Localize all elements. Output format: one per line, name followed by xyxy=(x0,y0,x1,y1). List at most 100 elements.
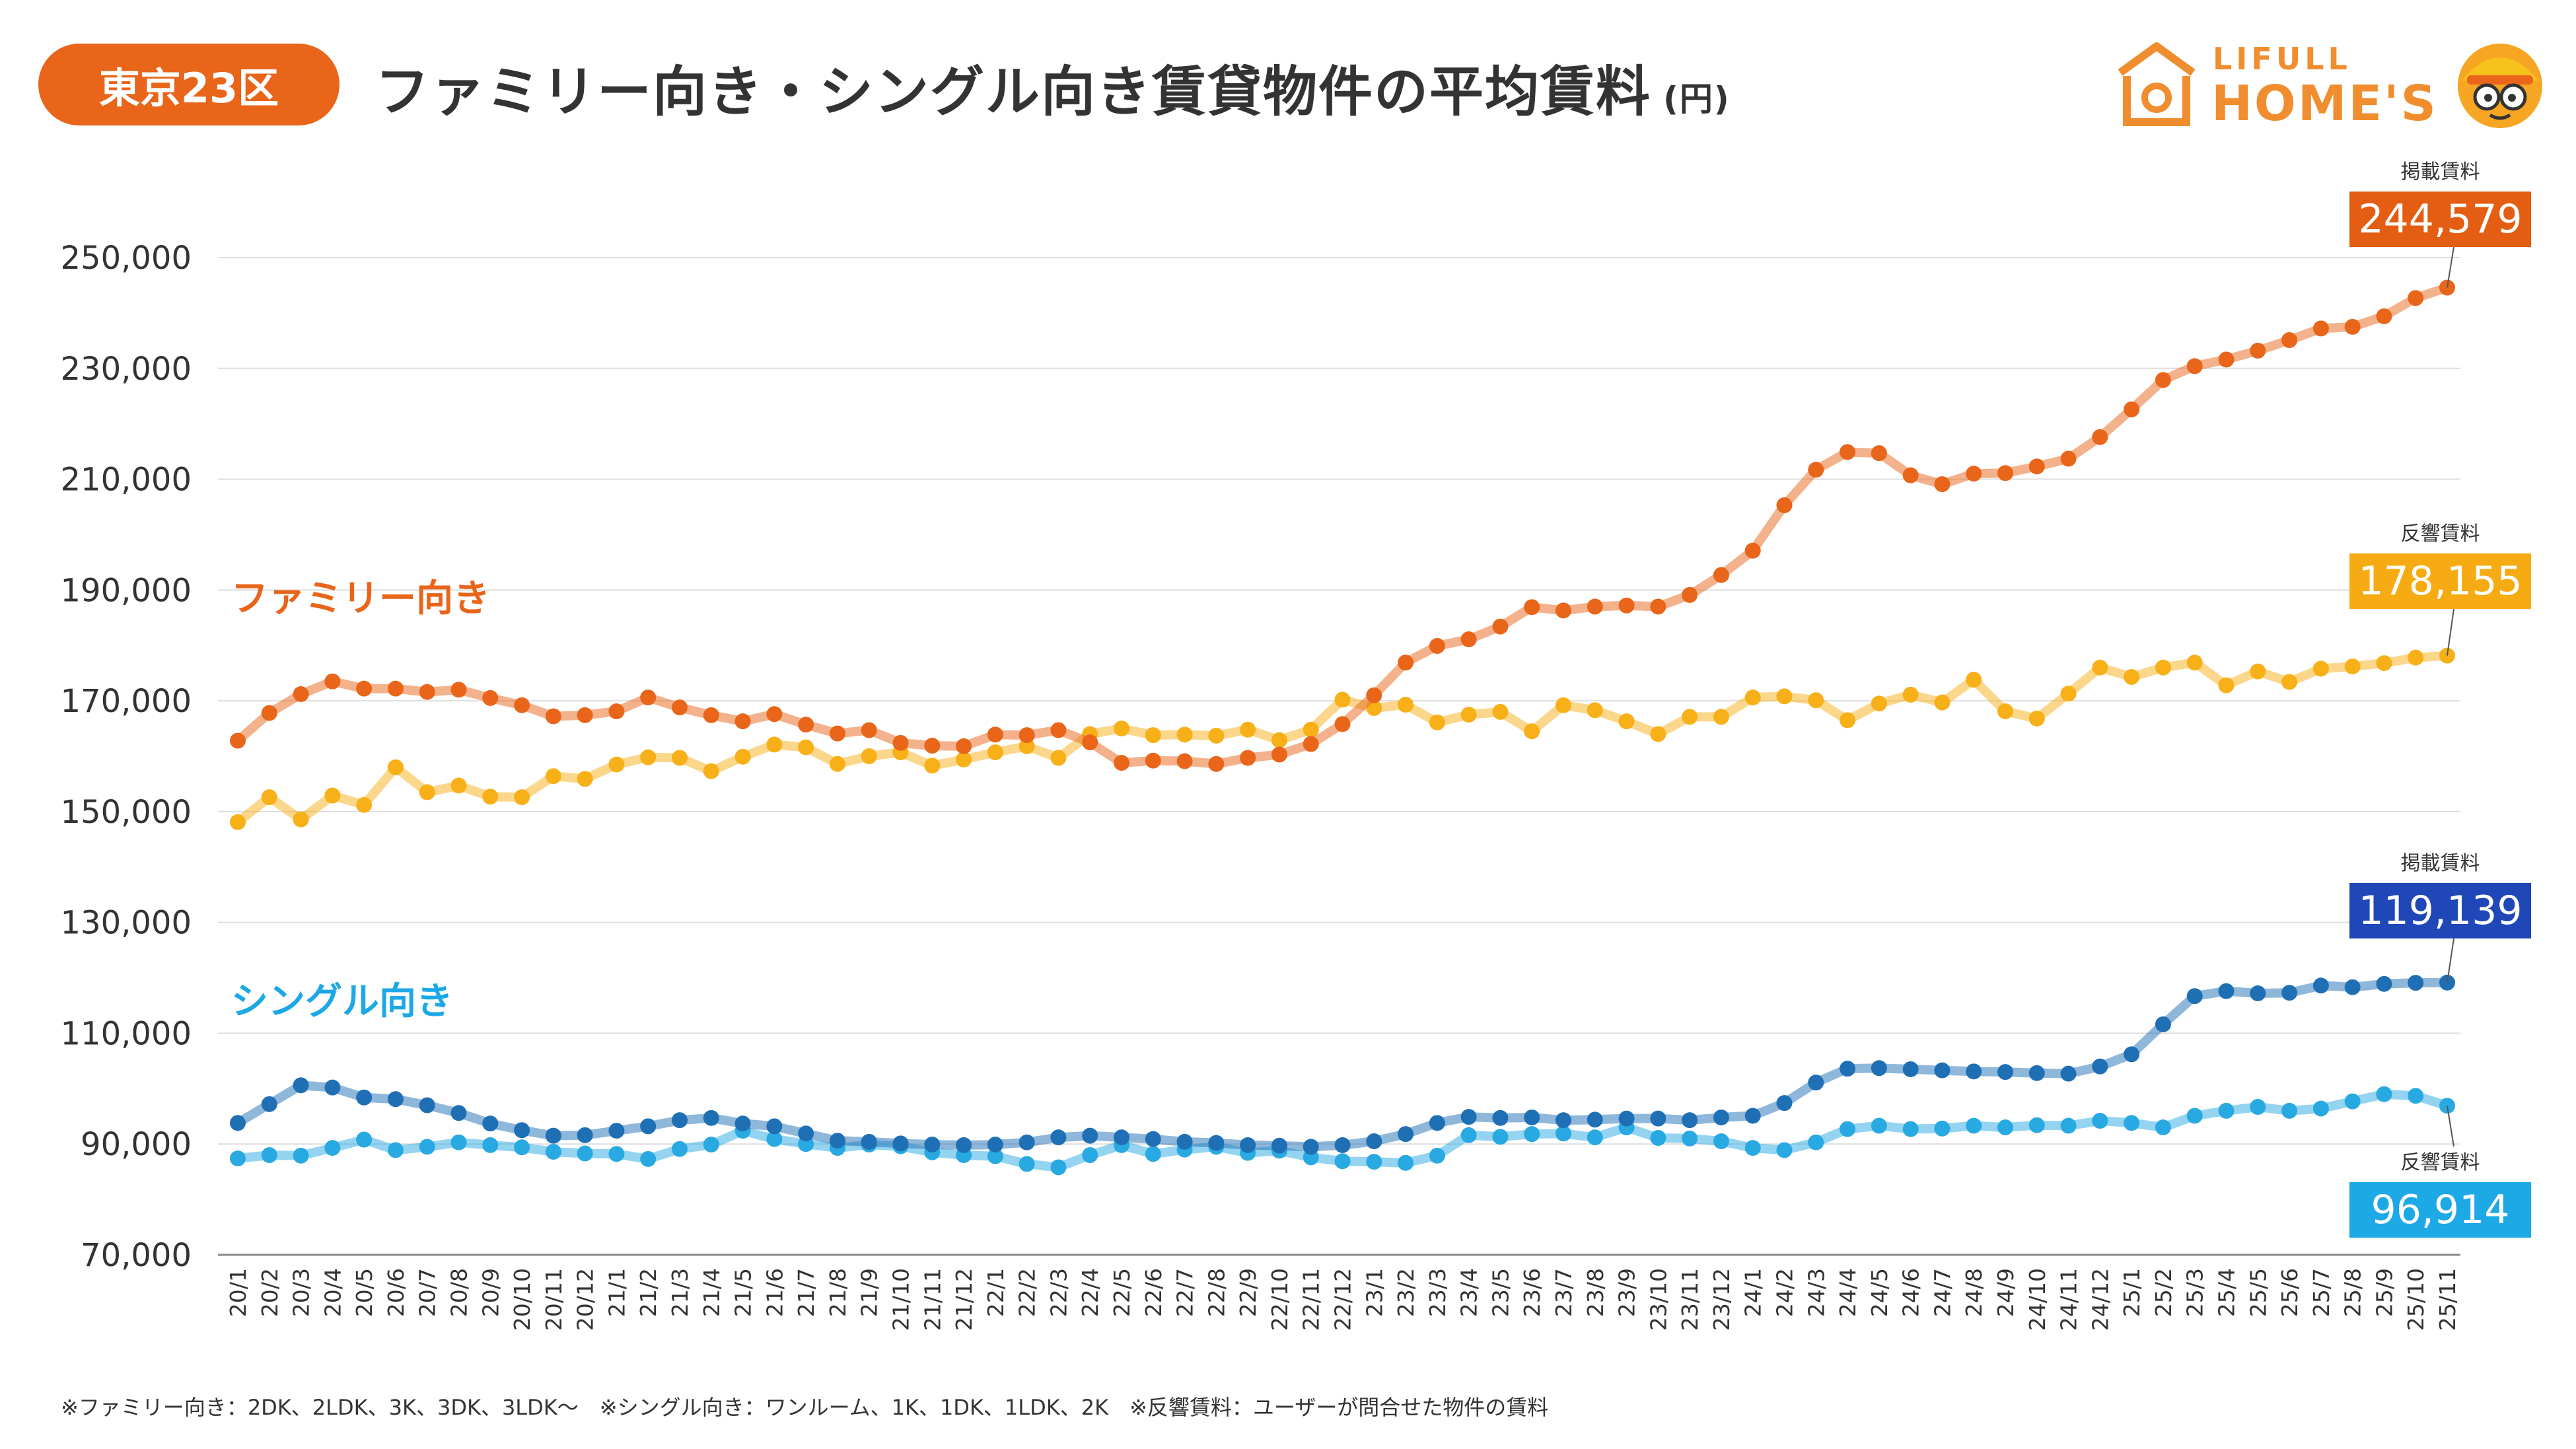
data-point-single_listed xyxy=(956,1137,972,1153)
data-point-family_inquiry xyxy=(1587,702,1603,719)
data-point-family_inquiry xyxy=(1208,727,1225,744)
data-point-single_listed xyxy=(1618,1110,1635,1127)
data-point-family_inquiry xyxy=(2376,655,2392,672)
data-point-family_inquiry xyxy=(387,759,404,775)
data-point-family_listed xyxy=(1808,462,1824,478)
x-tick-label: 24/3 xyxy=(1803,1268,1829,1317)
y-tick-label: 130,000 xyxy=(61,905,192,942)
data-point-single_inquiry xyxy=(2408,1088,2424,1104)
data-point-single_listed xyxy=(2312,977,2329,994)
data-point-single_listed xyxy=(608,1123,625,1139)
data-point-single_listed xyxy=(1145,1131,1161,1147)
data-point-single_listed xyxy=(230,1115,246,1131)
x-tick-label: 20/3 xyxy=(289,1268,314,1317)
data-point-family_inquiry xyxy=(640,749,657,765)
data-point-family_inquiry xyxy=(2060,686,2077,702)
x-tick-label: 24/12 xyxy=(2087,1268,2113,1331)
data-point-single_listed xyxy=(1460,1109,1477,1125)
data-point-single_inquiry xyxy=(387,1142,404,1158)
data-point-single_inquiry xyxy=(1997,1119,2013,1136)
data-point-family_listed xyxy=(1840,444,1856,460)
data-point-single_inquiry xyxy=(1587,1129,1603,1146)
x-tick-label: 20/10 xyxy=(509,1268,535,1331)
data-point-family_listed xyxy=(1240,750,1256,766)
x-tick-label: 20/9 xyxy=(478,1268,503,1317)
x-tick-label: 20/12 xyxy=(573,1268,598,1331)
data-point-single_inquiry xyxy=(640,1150,657,1167)
data-point-family_inquiry xyxy=(703,763,719,779)
x-tick-label: 21/11 xyxy=(919,1268,945,1331)
data-point-family_inquiry xyxy=(230,814,246,830)
data-point-single_listed xyxy=(482,1115,499,1132)
logo-line1: LIFULL xyxy=(2213,41,2351,77)
data-point-family_listed xyxy=(1682,586,1698,603)
series-line-family_inquiry xyxy=(233,651,2452,827)
x-tick-label: 23/6 xyxy=(1519,1268,1545,1317)
badge-box-single_inquiry xyxy=(2349,1182,2531,1238)
data-point-family_inquiry xyxy=(1966,672,1982,688)
data-point-family_listed xyxy=(2408,290,2424,306)
x-tick-label: 23/4 xyxy=(1456,1268,1482,1317)
data-point-family_inquiry xyxy=(1902,686,1919,703)
data-point-single_listed xyxy=(987,1137,1003,1153)
data-point-single_listed xyxy=(261,1096,277,1112)
badge-leader-single_listed xyxy=(2447,938,2454,983)
data-point-single_listed xyxy=(1682,1112,1698,1129)
x-tick-label: 23/3 xyxy=(1425,1268,1450,1317)
data-point-single_inquiry xyxy=(1840,1121,1856,1137)
data-point-single_listed xyxy=(1934,1062,1950,1078)
data-point-single_listed xyxy=(356,1089,373,1106)
data-point-single_listed xyxy=(1650,1110,1666,1127)
data-point-family_listed xyxy=(1366,687,1382,703)
data-point-family_inquiry xyxy=(1176,726,1193,743)
data-point-single_inquiry xyxy=(1019,1156,1035,1172)
data-point-single_listed xyxy=(419,1097,435,1113)
x-tick-label: 22/5 xyxy=(1109,1268,1135,1317)
data-point-single_inquiry xyxy=(1713,1133,1729,1150)
data-point-single_listed xyxy=(1398,1126,1414,1143)
data-point-family_listed xyxy=(514,697,530,713)
data-point-family_inquiry xyxy=(734,748,751,765)
data-point-single_listed xyxy=(1271,1137,1287,1154)
data-point-family_inquiry xyxy=(1776,688,1793,705)
data-point-single_inquiry xyxy=(1429,1147,1445,1164)
data-point-family_listed xyxy=(1871,445,1887,462)
x-tick-label: 20/2 xyxy=(257,1268,283,1317)
data-point-family_inquiry xyxy=(1713,709,1729,725)
badge-value-single_listed: 119,139 xyxy=(2358,888,2522,934)
data-point-single_listed xyxy=(734,1115,751,1132)
x-tick-label: 24/1 xyxy=(1740,1268,1766,1317)
data-point-single_listed xyxy=(1744,1108,1761,1124)
data-point-single_inquiry xyxy=(1082,1147,1098,1163)
data-point-single_inquiry xyxy=(1492,1129,1509,1145)
data-point-family_inquiry xyxy=(2250,663,2266,680)
data-point-family_listed xyxy=(1713,567,1729,583)
data-point-family_listed xyxy=(1303,736,1319,752)
data-point-family_listed xyxy=(324,673,341,689)
x-tick-label: 24/8 xyxy=(1961,1268,1987,1317)
data-point-family_inquiry xyxy=(2344,658,2361,675)
x-tick-label: 24/4 xyxy=(1835,1268,1861,1317)
data-point-single_listed xyxy=(2186,988,2203,1005)
x-tick-label: 22/3 xyxy=(1046,1268,1071,1317)
data-point-family_inquiry xyxy=(1050,750,1067,766)
data-point-single_listed xyxy=(2124,1046,2140,1063)
data-point-single_listed xyxy=(324,1079,341,1096)
region-badge: 東京23区 xyxy=(38,44,340,125)
data-point-family_inquiry xyxy=(1145,727,1161,744)
data-point-family_listed xyxy=(2312,320,2329,337)
data-point-single_inquiry xyxy=(514,1139,530,1156)
data-point-family_inquiry xyxy=(545,768,561,785)
x-tick-label: 20/5 xyxy=(351,1268,377,1317)
data-point-single_inquiry xyxy=(1145,1146,1161,1162)
data-point-single_inquiry xyxy=(482,1137,499,1153)
data-point-family_listed xyxy=(230,732,246,749)
data-point-family_inquiry xyxy=(1460,707,1477,723)
x-tick-label: 21/7 xyxy=(793,1268,819,1317)
data-point-family_inquiry xyxy=(829,756,845,772)
x-tick-label: 25/1 xyxy=(2119,1268,2145,1317)
x-tick-label: 21/6 xyxy=(762,1268,787,1317)
data-point-family_inquiry xyxy=(514,789,530,806)
page-title: ファミリー向き・シングル向き賃貸物件の平均賃料 (円) xyxy=(375,48,1731,126)
